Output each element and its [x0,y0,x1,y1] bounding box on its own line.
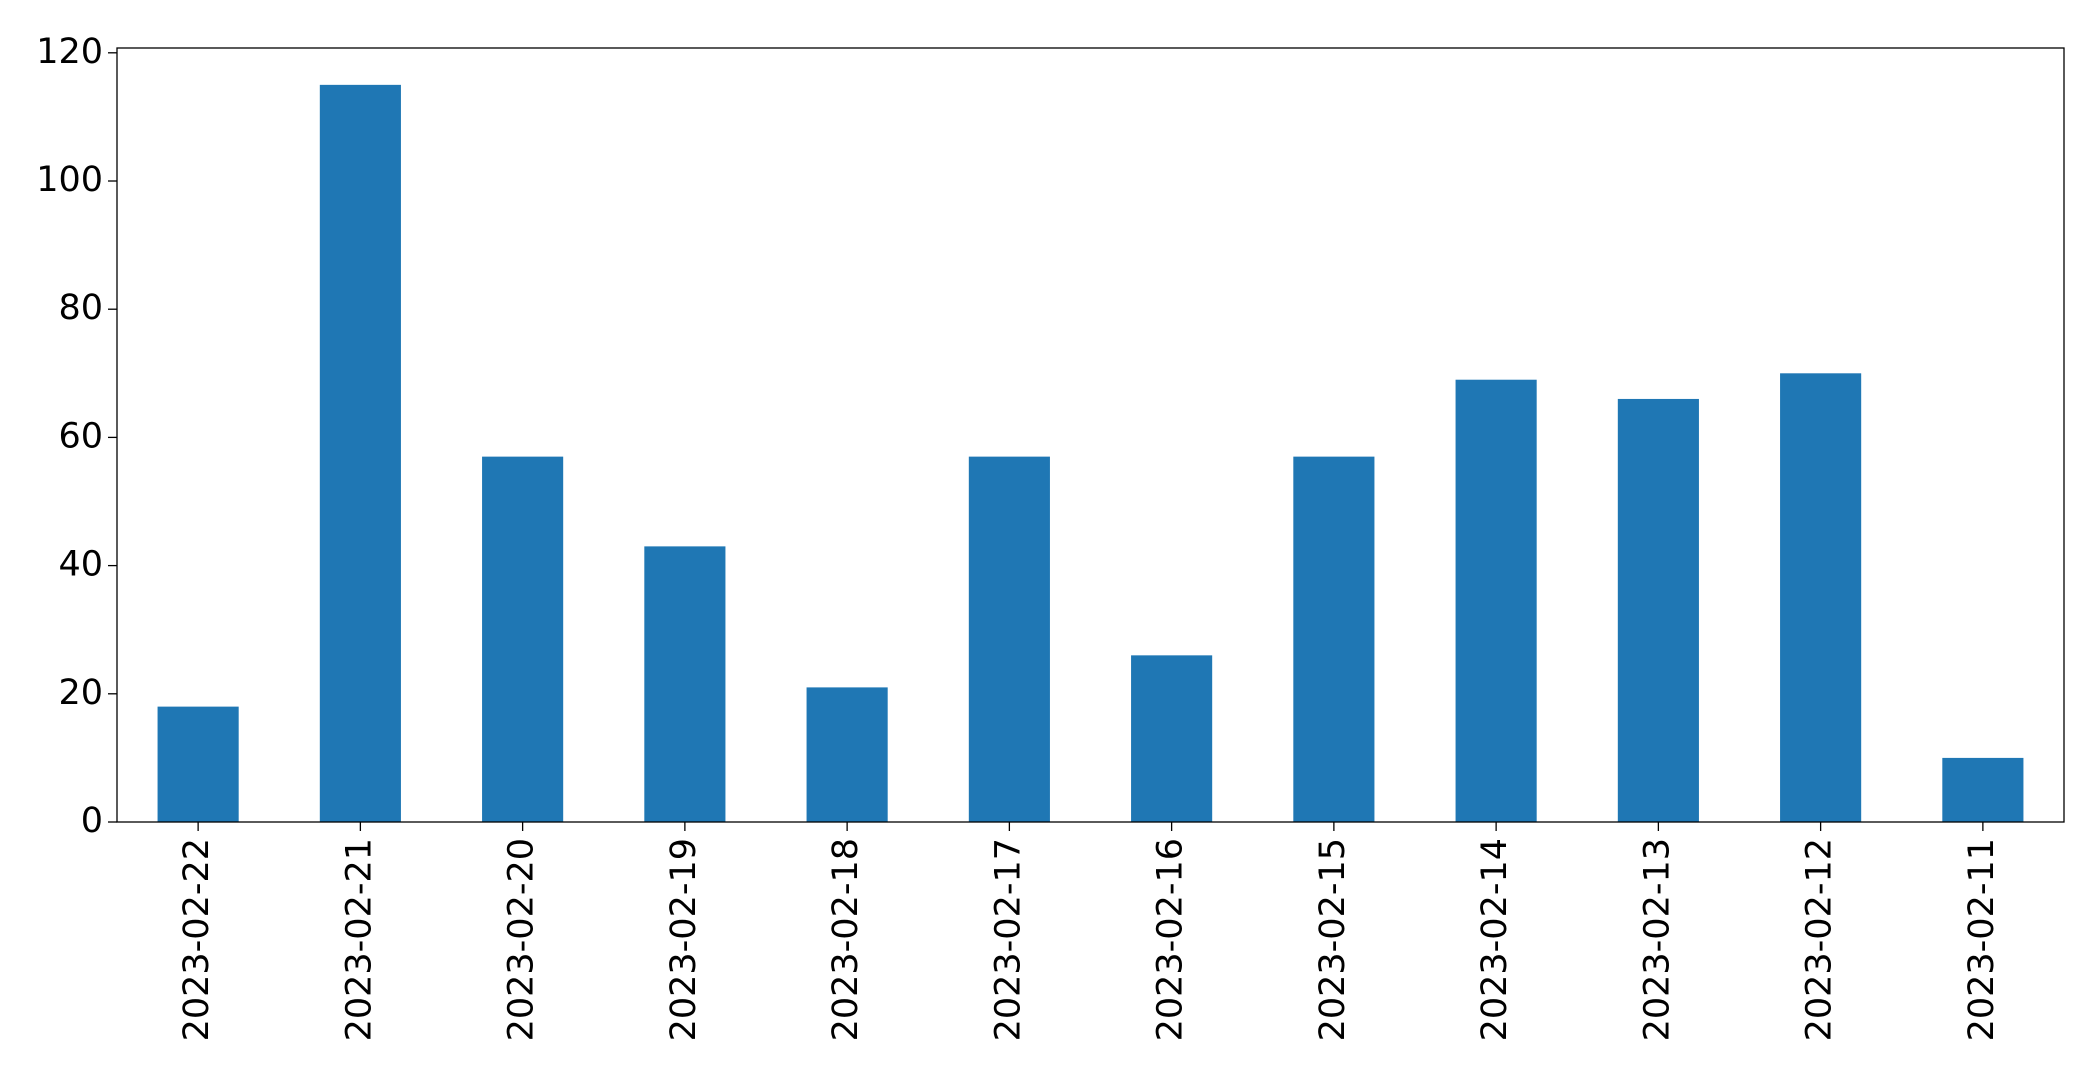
x-tick-label: 2023-02-17 [988,838,1028,1041]
bar [1455,379,1537,822]
x-tick-label: 2023-02-16 [1151,838,1191,1041]
bar [1617,398,1699,822]
bar [482,456,564,822]
x-tick-label: 2023-02-19 [664,838,704,1041]
x-tick-label: 2023-02-21 [339,838,379,1041]
bar [1780,373,1862,822]
x-tick-label: 2023-02-11 [1962,838,2002,1041]
bar [806,687,888,822]
bar [1942,757,2024,822]
y-tick-label: 100 [36,160,103,200]
y-tick-label: 120 [36,32,103,72]
bar [319,84,401,823]
x-tick-label: 2023-02-14 [1475,838,1515,1041]
bar [1293,456,1375,822]
x-tick-label: 2023-02-18 [826,838,866,1041]
x-tick-label: 2023-02-12 [1800,838,1840,1041]
bar [157,706,239,822]
y-tick-label: 0 [81,801,103,841]
bar [644,546,726,822]
x-tick-label: 2023-02-13 [1637,838,1677,1041]
bar [1131,655,1213,822]
plot-frame [116,47,2065,823]
x-tick-label: 2023-02-15 [1313,838,1353,1041]
x-tick-label: 2023-02-22 [177,838,217,1041]
x-tick-label: 2023-02-20 [502,838,542,1041]
y-tick-label: 60 [58,416,103,456]
y-tick-label: 80 [58,288,103,328]
y-tick-label: 20 [58,673,103,713]
y-tick-label: 40 [58,545,103,585]
bar [968,456,1050,822]
